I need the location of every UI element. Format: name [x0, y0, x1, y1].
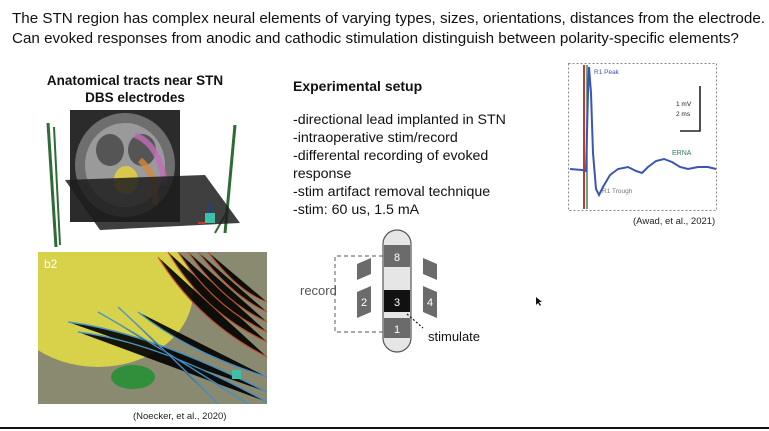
intro-text: The STN region has complex neural elemen…	[12, 9, 765, 49]
anatomy-title-line-2: DBS electrodes	[85, 90, 185, 105]
lead-diagram: record 8 3 1 2 4 stimulate	[300, 229, 480, 353]
stimulate-pointer	[406, 313, 424, 329]
contact-1	[384, 318, 410, 338]
setup-item-2: -intraoperative stim/record	[293, 130, 458, 146]
tractography-image: b2	[38, 252, 267, 404]
setup-item-3: -differental recording of evoked respons…	[293, 148, 489, 182]
r1-peak-label: R1 Peak	[594, 69, 620, 76]
scale-ms: 2 ms	[676, 111, 691, 118]
setup-item-1: -directional lead implanted in STN	[293, 112, 506, 128]
bottom-rule	[0, 427, 769, 429]
anatomy-title: Anatomical tracts near STN DBS electrode…	[40, 72, 230, 106]
record-label: record	[300, 283, 337, 298]
mouse-cursor-icon	[536, 297, 542, 306]
electrode-line-left-2	[53, 126, 61, 246]
contact-2-label: 2	[361, 297, 367, 309]
contact-4-label: 4	[427, 297, 433, 309]
erna-trace	[569, 66, 717, 198]
orientation-cube	[205, 213, 215, 223]
segment-left-upper	[357, 258, 371, 280]
r1-trough-label: R1 Trough	[602, 188, 633, 195]
intro-line-1: The STN region has complex neural elemen…	[12, 10, 765, 27]
anatomy-title-line-1: Anatomical tracts near STN	[46, 73, 224, 88]
intro-line-2: Can evoked responses from anodic and cat…	[12, 30, 739, 47]
electrode-line-left-1	[46, 122, 58, 248]
scale-bar	[680, 86, 701, 132]
contact-8-label: 8	[394, 252, 400, 264]
erna-figure: R1 Peak R1 Trough ERNA 1 mV 2 ms	[568, 63, 717, 211]
scale-mv: 1 mV	[676, 101, 692, 108]
contact-3-label: 3	[394, 297, 400, 309]
setup-list-display: -directional lead implanted in STN -intr…	[293, 111, 533, 219]
contact-2	[357, 286, 371, 318]
record-bracket	[334, 255, 383, 333]
brain-slice-figure	[46, 110, 240, 248]
noecker-citation: (Noecker, et al., 2020)	[133, 411, 227, 422]
setup-title: Experimental setup	[293, 78, 423, 94]
segment-right-upper	[423, 258, 437, 280]
contact-1-label: 1	[394, 324, 400, 336]
contact-8	[384, 245, 410, 267]
stimulate-label: stimulate	[428, 329, 480, 344]
green-structure	[111, 365, 155, 389]
axial-slice	[65, 175, 240, 230]
blue-tracts	[67, 306, 267, 404]
contact-4	[423, 286, 437, 318]
erna-label: ERNA	[672, 150, 692, 157]
setup-item-5: -stim: 60 us, 1.5 mA	[293, 202, 420, 218]
stn-volume	[38, 252, 193, 367]
setup-item-4: -stim artifact removal technique	[293, 184, 491, 200]
tract-orientation-cube	[232, 370, 241, 379]
awad-citation: (Awad, et al., 2021)	[633, 216, 716, 227]
contact-3	[384, 290, 410, 312]
panel-label: b2	[44, 257, 58, 271]
red-tracts	[157, 252, 267, 358]
